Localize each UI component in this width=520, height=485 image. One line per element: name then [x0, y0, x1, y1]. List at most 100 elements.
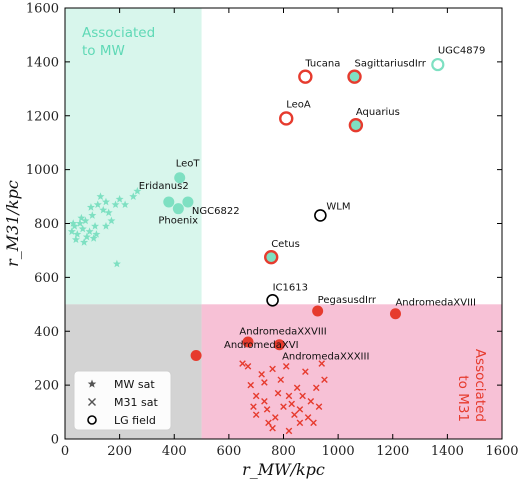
y-tick-label: 1000 [26, 163, 59, 178]
x-tick-label: 400 [162, 444, 187, 459]
x-tick-label: 1200 [376, 444, 409, 459]
m31-satellite-point [272, 414, 279, 421]
m31-satellite-point [315, 403, 323, 410]
m31-satellite-point [282, 362, 290, 370]
m31-satellite-point [304, 414, 312, 421]
mw-satellite-point [112, 259, 121, 268]
galaxy-AndromedaXVIII: AndromedaXVIII [389, 298, 476, 320]
m31-satellite-point-stroke-b [291, 411, 298, 419]
m31-satellite-point [239, 360, 246, 367]
m31-satellite-point [263, 406, 271, 413]
m31-satellite-point [252, 411, 260, 419]
mw-satellite-point [78, 224, 87, 233]
m31-satellite-point [265, 419, 272, 427]
m31-satellite-point [277, 376, 285, 384]
galaxy-marker [242, 336, 254, 348]
galaxy-AndromedaXVI: AndromedaXVI [224, 336, 299, 351]
galaxy-label: AndromedaXVI [224, 340, 299, 351]
legend-label: LG field [114, 414, 156, 427]
m31-satellite-point-stroke-b [282, 362, 290, 370]
data-points [67, 186, 328, 435]
x-tick-label: 1400 [431, 444, 464, 459]
m31-satellite-point [247, 381, 255, 389]
m31-satellite-point [285, 427, 293, 435]
galaxy-label: AndromedaXXVIII [239, 327, 326, 338]
legend-star-icon [87, 379, 97, 388]
mw-satellite-point [73, 230, 82, 238]
mw-satellite-point [115, 195, 124, 203]
m31-satellite-point-stroke-b [280, 403, 287, 410]
galaxy-label: IC1613 [273, 282, 308, 293]
m31-satellite-point-stroke-b [263, 406, 271, 413]
region-label-mw: Associated to MW [82, 25, 155, 59]
m31-satellite-point-stroke-b [312, 384, 320, 392]
m31-satellite-point-stroke-b [321, 376, 328, 384]
x-tick-label: 200 [107, 444, 132, 459]
m31-satellite-point-stroke-b [244, 362, 252, 370]
galaxy-AndromedaXXXIII: AndromedaXXXIII [190, 349, 369, 362]
m31-satellite-point-stroke-b [307, 397, 315, 405]
region-mw [65, 8, 202, 305]
galaxy-marker [312, 305, 324, 317]
galaxy-marker [431, 57, 445, 72]
m31-satellite-point-stroke-b [302, 368, 309, 375]
galaxy-marker [314, 209, 327, 222]
galaxy-label: AndromedaXVIII [395, 298, 475, 309]
m31-satellite-point [288, 400, 295, 408]
galaxy-Phoenix: Phoenix [158, 203, 198, 227]
mw-satellite-point [77, 213, 86, 222]
m31-satellite-point [269, 365, 276, 373]
y-tick-label: 0 [51, 433, 59, 448]
mw-satellite-point [101, 221, 110, 230]
galaxy-marker [279, 111, 294, 126]
mw-satellite-point [121, 200, 130, 209]
galaxy-Aquarius: Aquarius [348, 107, 400, 133]
galaxy-UGC4879: UGC4879 [431, 46, 486, 72]
x-tick-label: 0 [61, 444, 69, 459]
region-m31 [201, 304, 502, 439]
y-tick-label: 600 [34, 271, 59, 286]
m31-satellite-point-stroke-b [250, 403, 257, 410]
galaxy-label: Eridanus2 [139, 181, 189, 192]
mw-satellite-point [88, 211, 97, 219]
m31-satellite-point [261, 397, 268, 405]
m31-satellite-point [244, 362, 252, 370]
m31-satellite-point-stroke-b [285, 392, 293, 400]
m31-satellite-point [274, 389, 282, 397]
galaxy-label: AndromedaXXXIII [282, 351, 369, 362]
y-tick-label: 1200 [26, 109, 59, 124]
galaxy-marker [389, 308, 401, 320]
mw-satellite-point [86, 203, 95, 211]
legend: MW sat M31 sat LG field [73, 370, 172, 431]
m31-satellite-point-stroke-b [304, 414, 312, 421]
galaxy-label: WLM [326, 201, 350, 212]
m31-satellite-point-stroke-b [310, 419, 317, 427]
m31-satellite-point-stroke-b [296, 406, 304, 413]
regions [65, 8, 502, 439]
m31-satellite-point-stroke-b [269, 365, 276, 373]
galaxy-label: Aquarius [356, 107, 400, 118]
mw-satellite-point [129, 192, 138, 200]
galaxy-label: NGC6822 [192, 206, 240, 217]
galaxy-marker [273, 339, 285, 351]
galaxy-marker [347, 69, 362, 84]
mw-satellite-point [67, 227, 76, 235]
galaxy-label: UGC4879 [438, 46, 486, 57]
m31-satellite-point-stroke-b [296, 419, 304, 427]
galaxy-LeoT: LeoT [174, 159, 200, 184]
legend-label: MW sat [114, 378, 155, 391]
m31-satellite-point [296, 419, 304, 427]
mw-satellite-point [93, 200, 102, 209]
mw-satellite-point [96, 192, 105, 200]
legend-entry-open-circle: LG field [87, 414, 156, 427]
galaxy-marker [266, 293, 279, 307]
legend-box [73, 370, 172, 431]
mw-satellite-point [82, 232, 91, 241]
m31-satellite-point [269, 424, 276, 432]
galaxy-label: Tucana [304, 59, 340, 70]
galaxy-NGC6822: NGC6822 [182, 196, 240, 217]
m31-satellite-point [285, 392, 293, 400]
galaxy-Tucana: Tucana [298, 59, 340, 84]
m31-satellite-point-stroke-b [274, 389, 282, 397]
